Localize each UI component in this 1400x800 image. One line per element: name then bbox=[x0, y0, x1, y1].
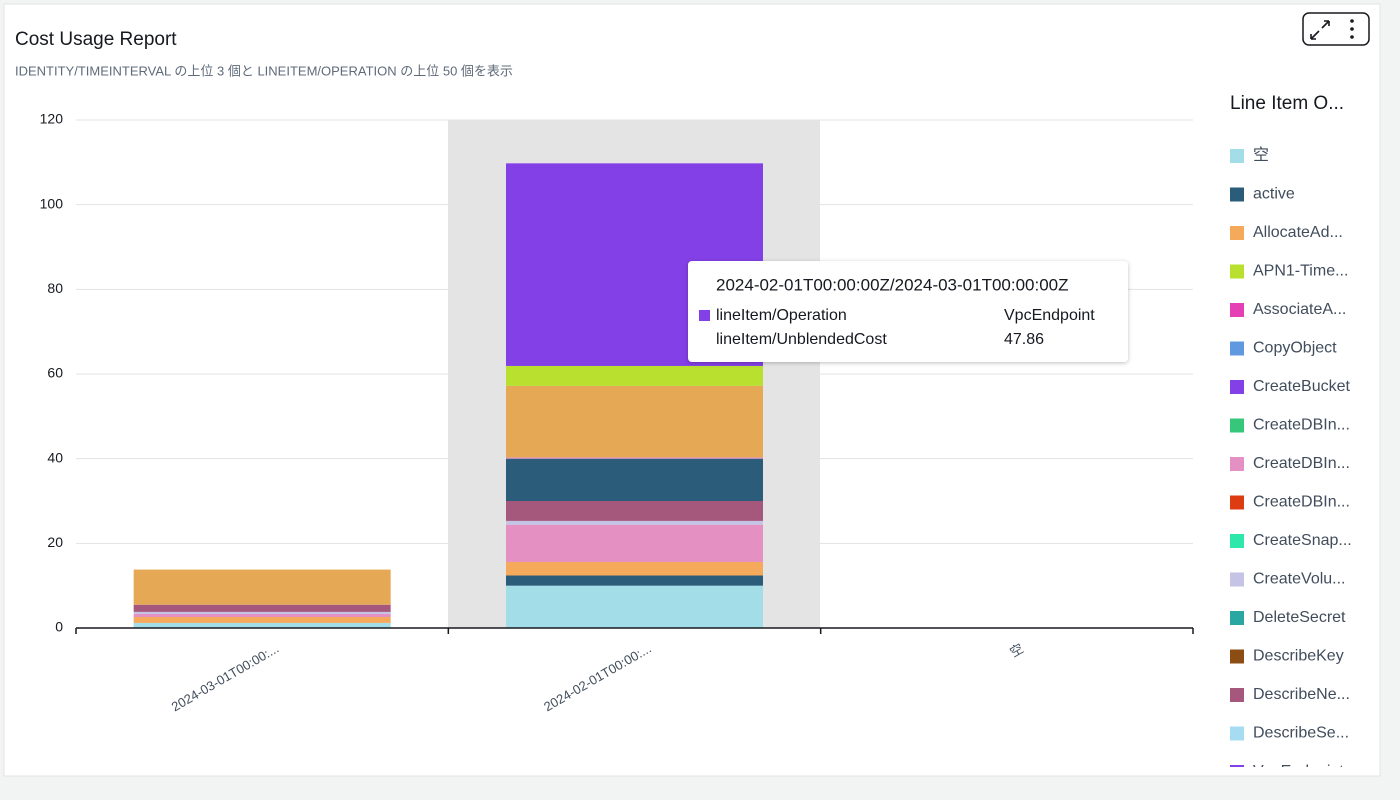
visual-subtitle: IDENTITY/TIMEINTERVAL の上位 3 個と LINEITEM/… bbox=[15, 63, 513, 78]
x-tick-label: 空 bbox=[1007, 641, 1026, 660]
tooltip-box bbox=[688, 261, 1128, 362]
legend-label: CreateBucket bbox=[1253, 378, 1350, 395]
legend-swatch bbox=[1230, 187, 1244, 202]
legend-swatch bbox=[1230, 149, 1244, 163]
bar-segment bbox=[506, 365, 763, 386]
legend-swatch bbox=[1230, 495, 1244, 510]
legend-label: CreateSnap... bbox=[1253, 532, 1352, 549]
bar-segment bbox=[506, 385, 763, 458]
bar-segment bbox=[133, 611, 391, 615]
legend-swatch bbox=[1230, 765, 1244, 767]
bar-segment bbox=[133, 604, 391, 612]
bar-segment bbox=[506, 585, 763, 628]
legend-label: CreateDBIn... bbox=[1253, 417, 1350, 434]
tooltip-label: lineItem/Operation bbox=[716, 307, 847, 324]
tooltip-title: 2024-02-01T00:00:00Z/2024-03-01T00:00:00… bbox=[716, 275, 1069, 294]
legend-label: CopyObject bbox=[1253, 340, 1337, 357]
bar-segment bbox=[133, 614, 391, 617]
bar-segment bbox=[506, 457, 763, 459]
legend-swatch bbox=[1230, 264, 1244, 279]
legend-label: 空 bbox=[1253, 146, 1269, 164]
y-tick-label: 80 bbox=[47, 280, 63, 296]
legend-label: CreateDBIn... bbox=[1253, 494, 1350, 511]
legend-label: AllocateAd... bbox=[1253, 224, 1343, 241]
legend-swatch bbox=[1230, 226, 1244, 240]
legend-swatch bbox=[1230, 688, 1244, 702]
expand-icon[interactable] bbox=[1310, 20, 1330, 40]
visual-title: Cost Usage Report bbox=[15, 29, 177, 50]
legend-swatch bbox=[1230, 726, 1244, 741]
bar-segment bbox=[133, 622, 391, 628]
y-tick-label: 0 bbox=[55, 619, 63, 635]
y-tick-label: 100 bbox=[40, 195, 64, 211]
bar-segment bbox=[133, 616, 391, 623]
legend-label: CreateDBIn... bbox=[1253, 455, 1350, 472]
toolbar[interactable] bbox=[1302, 12, 1370, 46]
menu-icon[interactable] bbox=[1350, 19, 1354, 39]
tooltip: 2024-02-01T00:00:00Z/2024-03-01T00:00:00… bbox=[688, 261, 1128, 362]
legend-swatch bbox=[1230, 341, 1244, 356]
legend-swatch bbox=[1230, 303, 1244, 317]
y-tick-label: 40 bbox=[47, 449, 63, 465]
legend-title: Line Item O... bbox=[1230, 93, 1344, 114]
bar-segment bbox=[506, 575, 763, 586]
legend-swatch bbox=[1230, 572, 1244, 587]
y-tick-label: 60 bbox=[47, 365, 63, 381]
y-tick-label: 20 bbox=[47, 534, 63, 550]
legend-swatch bbox=[1230, 380, 1244, 394]
bar-segment bbox=[506, 520, 763, 525]
legend-label: VpcEndpoint bbox=[1253, 763, 1344, 780]
toolbar-box[interactable] bbox=[1302, 12, 1370, 46]
tooltip-label: lineItem/UnblendedCost bbox=[716, 331, 887, 348]
bar-segment bbox=[506, 561, 763, 576]
bar-segment bbox=[506, 458, 763, 501]
bar-segment bbox=[506, 524, 763, 562]
legend-label: DeleteSecret bbox=[1253, 609, 1346, 626]
legend-swatch bbox=[1230, 534, 1244, 548]
legend-swatch bbox=[1230, 457, 1244, 471]
legend-label: DescribeKey bbox=[1253, 648, 1344, 665]
legend-label: APN1-Time... bbox=[1253, 263, 1348, 280]
legend-label: DescribeSe... bbox=[1253, 725, 1349, 742]
bar-segment bbox=[506, 501, 763, 521]
legend-label: DescribeNe... bbox=[1253, 686, 1350, 703]
legend-label: AssociateA... bbox=[1253, 301, 1346, 318]
legend-swatch bbox=[1230, 649, 1244, 664]
tooltip-value: VpcEndpoint bbox=[1004, 307, 1095, 324]
tooltip-value: 47.86 bbox=[1004, 331, 1044, 348]
tooltip-swatch bbox=[699, 310, 710, 321]
legend-label: active bbox=[1253, 186, 1295, 203]
legend-swatch bbox=[1230, 418, 1244, 433]
legend-swatch bbox=[1230, 611, 1244, 625]
y-tick-label: 120 bbox=[40, 111, 64, 127]
bar-segment bbox=[133, 569, 391, 605]
legend-label: CreateVolu... bbox=[1253, 571, 1346, 588]
